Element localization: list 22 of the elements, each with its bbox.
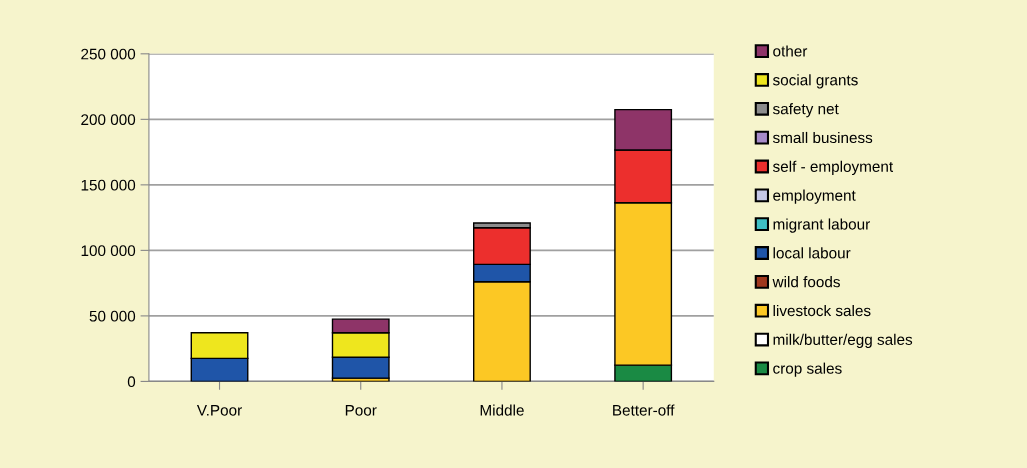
y-tick-label: 0 <box>127 376 136 388</box>
y-tick-label: 100 000 <box>81 245 136 257</box>
legend-label: self - employment <box>772 160 894 175</box>
legend-label: crop sales <box>773 362 842 377</box>
legend-label: small business <box>772 131 873 144</box>
y-tick-label: 150 000 <box>81 179 136 191</box>
legend-label: social grants <box>772 74 858 89</box>
legend-label: safety net <box>772 103 839 118</box>
y-tick-label: 50 000 <box>89 310 136 322</box>
x-tick-label: Middle <box>480 404 524 416</box>
legend-label: milk/butter/egg sales <box>773 333 913 348</box>
legend-label: employment <box>773 189 856 204</box>
legend-label: other <box>773 45 808 57</box>
x-tick-label: Poor <box>345 405 377 416</box>
legend-label: livestock sales <box>773 304 871 317</box>
x-tick-label: V.Poor <box>196 405 242 416</box>
y-tick-label: 200 000 <box>81 114 136 126</box>
y-tick-label: 250 000 <box>81 48 136 60</box>
legend-label: local labour <box>773 247 851 259</box>
x-tick-label: Better-off <box>613 404 675 416</box>
legend-label: wild foods <box>772 276 840 288</box>
legend-label: migrant labour <box>773 218 870 233</box>
